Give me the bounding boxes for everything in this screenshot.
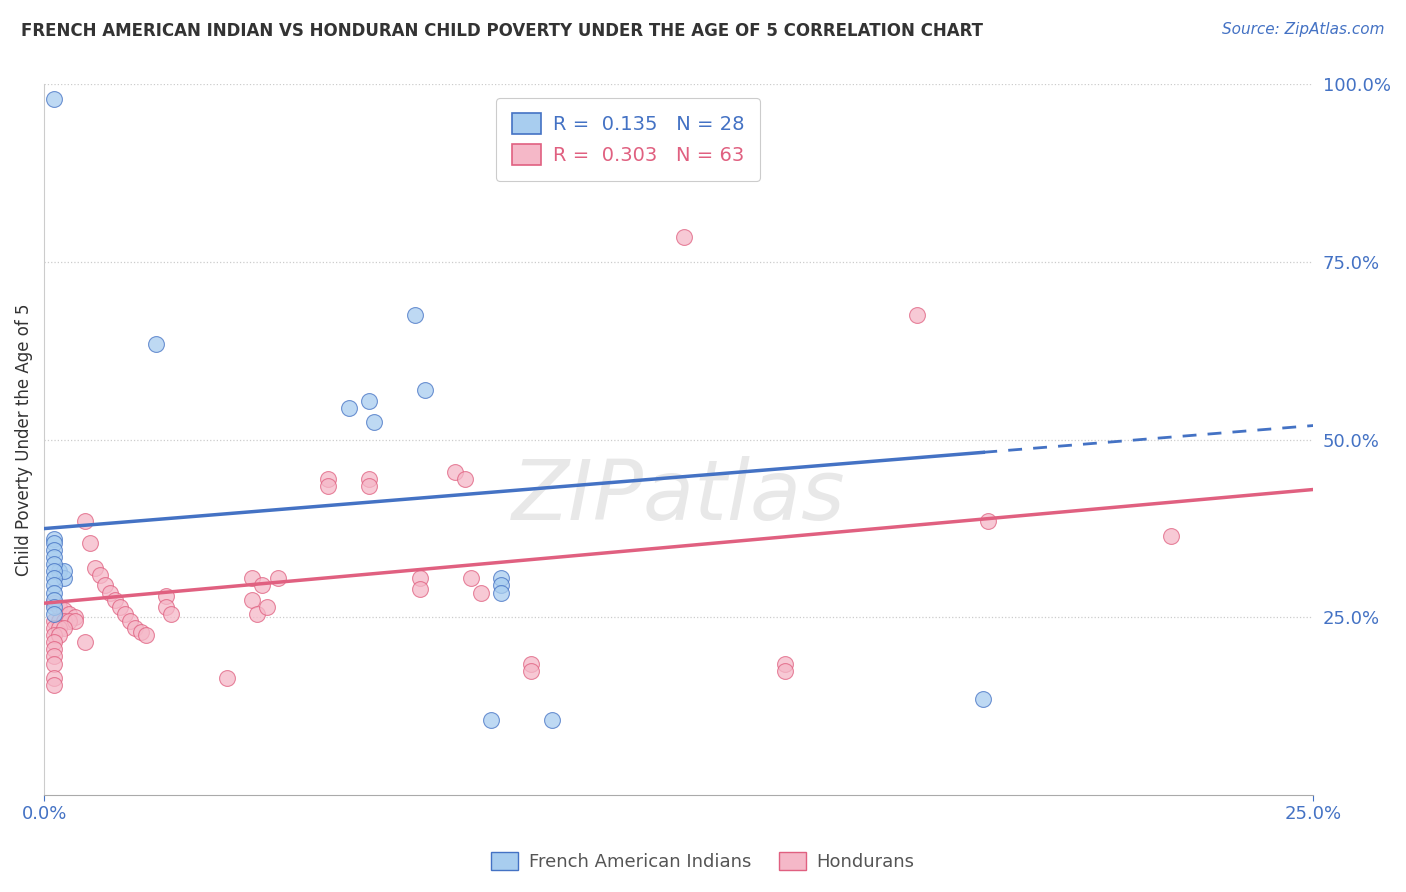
Point (44, 578, 66, 592)
Point (53, 564, 76, 578)
Point (266, 571, 288, 585)
Y-axis label: Child Poverty Under the Age of 5: Child Poverty Under the Age of 5 (15, 303, 32, 576)
Point (775, 664, 797, 678)
Point (489, 571, 512, 585)
Point (44, 592, 66, 607)
Point (540, 714, 562, 728)
Point (124, 621, 146, 635)
Point (48, 628, 70, 642)
Point (44, 536, 66, 550)
Point (672, 230, 695, 244)
Point (135, 628, 157, 642)
Point (44, 599, 66, 614)
Point (905, 309, 928, 323)
Point (58, 607, 80, 621)
Point (246, 607, 269, 621)
Point (48, 564, 70, 578)
Point (44, 642, 66, 657)
Text: FRENCH AMERICAN INDIAN VS HONDURAN CHILD POVERTY UNDER THE AGE OF 5 CORRELATION : FRENCH AMERICAN INDIAN VS HONDURAN CHILD… (21, 22, 983, 40)
Point (460, 571, 482, 585)
Legend: French American Indians, Hondurans: French American Indians, Hondurans (484, 845, 922, 879)
Point (409, 582, 432, 596)
Point (404, 309, 426, 323)
Point (160, 607, 183, 621)
Point (215, 671, 238, 685)
Point (155, 599, 177, 614)
Point (63, 614, 86, 628)
Point (145, 336, 167, 351)
Point (489, 578, 512, 592)
Point (120, 614, 142, 628)
Legend: R =  0.135   N = 28, R =  0.303   N = 63: R = 0.135 N = 28, R = 0.303 N = 63 (496, 98, 759, 181)
Point (63, 610, 86, 624)
Point (44, 585, 66, 599)
Point (44, 678, 66, 692)
Point (520, 664, 543, 678)
Point (357, 479, 380, 493)
Point (357, 472, 380, 486)
Point (48, 614, 70, 628)
Point (256, 599, 278, 614)
Point (470, 585, 492, 599)
Point (73, 515, 96, 529)
Point (44, 557, 66, 571)
Point (413, 383, 436, 397)
Point (129, 624, 152, 639)
Point (240, 592, 263, 607)
Point (44, 607, 66, 621)
Text: Source: ZipAtlas.com: Source: ZipAtlas.com (1222, 22, 1385, 37)
Point (44, 92, 66, 106)
Point (53, 614, 76, 628)
Point (444, 465, 467, 479)
Point (44, 596, 66, 610)
Point (318, 472, 340, 486)
Point (48, 599, 70, 614)
Point (44, 542, 66, 557)
Point (48, 621, 70, 635)
Point (44, 571, 66, 585)
Point (44, 621, 66, 635)
Point (94, 578, 117, 592)
Point (53, 571, 76, 585)
Point (409, 571, 432, 585)
Point (44, 657, 66, 671)
Point (44, 549, 66, 564)
Point (357, 393, 380, 408)
Point (58, 614, 80, 628)
Point (972, 692, 994, 706)
Point (479, 714, 502, 728)
Point (89, 567, 111, 582)
Point (44, 614, 66, 628)
Point (44, 564, 66, 578)
Point (363, 415, 385, 429)
Point (44, 628, 66, 642)
Point (977, 515, 1000, 529)
Point (104, 592, 127, 607)
Point (114, 607, 136, 621)
Point (252, 578, 274, 592)
Point (1160, 529, 1182, 543)
Point (454, 472, 477, 486)
Point (44, 649, 66, 664)
Point (489, 585, 512, 599)
Point (73, 635, 96, 649)
Point (155, 589, 177, 603)
Point (110, 599, 132, 614)
Point (53, 621, 76, 635)
Point (98, 585, 121, 599)
Point (775, 657, 797, 671)
Point (520, 657, 543, 671)
Point (83, 560, 105, 574)
Point (318, 479, 340, 493)
Point (44, 635, 66, 649)
Point (44, 671, 66, 685)
Point (240, 571, 263, 585)
Text: ZIPatlas: ZIPatlas (512, 456, 845, 537)
Point (53, 603, 76, 617)
Point (337, 401, 360, 415)
Point (44, 533, 66, 547)
Point (79, 536, 101, 550)
